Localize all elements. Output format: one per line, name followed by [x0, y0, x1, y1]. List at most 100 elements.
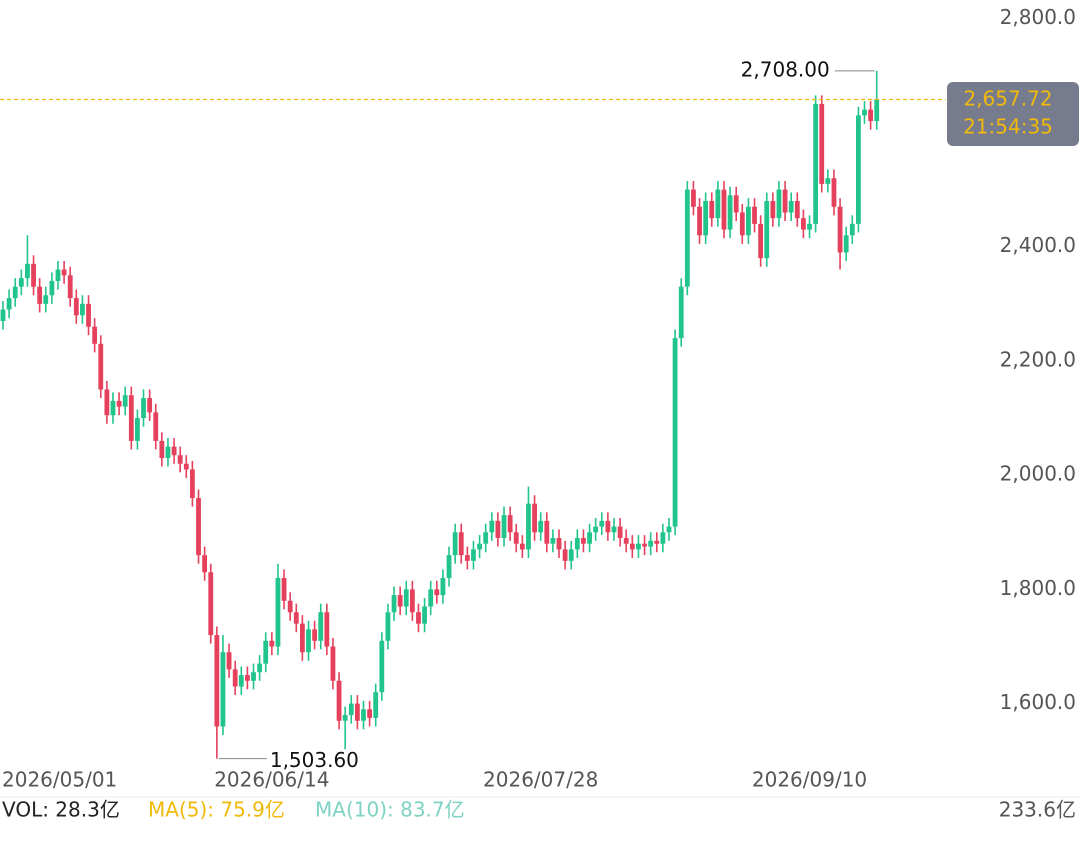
candle-body [623, 537, 629, 544]
candle-body [348, 703, 354, 716]
candle-body [868, 109, 874, 122]
candle-body [862, 109, 867, 116]
candle-body [403, 589, 409, 607]
candle-body [752, 206, 757, 224]
candle-body [287, 600, 293, 613]
candle-body [825, 178, 831, 184]
candle-body [342, 715, 348, 721]
candle-body [49, 280, 55, 296]
candle-body [813, 103, 819, 224]
candle-body [416, 612, 421, 624]
candle-body [452, 532, 458, 556]
candle-body [605, 520, 611, 533]
candle-body [391, 595, 397, 613]
candle-body [636, 543, 641, 550]
candle-body [654, 540, 660, 544]
candle-body [544, 520, 550, 544]
candle-body [12, 286, 18, 299]
candle-body [116, 400, 122, 407]
y-tick-label: 2,000.0 [1000, 462, 1076, 486]
candle-body [428, 589, 434, 607]
candle-body [171, 446, 177, 456]
candle-body [55, 269, 61, 281]
candle-body [471, 549, 476, 561]
candle-body [709, 201, 715, 219]
candle-body [214, 635, 220, 727]
candle-body [293, 612, 299, 624]
candle-body [837, 206, 843, 253]
candle-body [672, 338, 678, 527]
x-tick-label: 2026/09/10 [752, 768, 867, 792]
candle-body [306, 629, 311, 653]
candle-body [562, 549, 568, 561]
y-tick-label: 1,800.0 [1000, 576, 1076, 600]
candle-body [367, 709, 372, 718]
candle-body [874, 99, 880, 122]
candle-body [526, 503, 531, 550]
candle-body [165, 446, 171, 459]
candle-body [629, 543, 635, 550]
candle-body [715, 189, 721, 219]
candle-body [611, 526, 617, 533]
ma10-label: MA(10): 83.7亿 [315, 798, 465, 822]
y-tick-label: 2,800.0 [1000, 5, 1076, 29]
candle-body [801, 218, 806, 230]
last-price-badge [947, 82, 1079, 146]
ma5-label: MA(5): 75.9亿 [148, 798, 285, 822]
candle-body [208, 572, 214, 636]
candle-body [831, 178, 837, 207]
candle-body [807, 223, 812, 230]
candle-body [183, 463, 189, 470]
candle-body [397, 595, 403, 607]
candle-body [703, 201, 709, 236]
candle-body [135, 418, 140, 441]
candle-body [73, 298, 79, 316]
candle-body [697, 206, 702, 236]
candle-body [385, 612, 391, 641]
candle-body [856, 115, 861, 224]
candle-body [794, 201, 800, 219]
last-price-time: 21:54:35 [963, 115, 1053, 139]
candle-body [684, 189, 690, 287]
candle-body [501, 515, 507, 538]
candle-body [574, 537, 580, 550]
candle-body [733, 195, 739, 213]
candle-body [281, 577, 287, 601]
candle-body [513, 532, 519, 544]
candle-body [532, 503, 537, 533]
candle-body [464, 555, 470, 561]
candle-body [86, 303, 91, 327]
candle-body [159, 440, 165, 459]
candle-body [128, 395, 134, 441]
candle-body [489, 520, 495, 533]
candle-body [758, 223, 764, 259]
candle-body [245, 675, 250, 681]
candle-body [519, 543, 525, 550]
candle-body [6, 298, 12, 310]
candle-body [238, 675, 244, 687]
candle-body [819, 103, 825, 184]
candle-body [770, 201, 776, 219]
last-price-label: 2,657.72 [963, 87, 1052, 111]
candle-body [550, 537, 556, 544]
candle-body [587, 532, 592, 544]
candle-body [849, 223, 855, 236]
candle-body [446, 555, 452, 578]
candle-body [483, 532, 489, 544]
candle-body [507, 515, 513, 533]
candle-body [776, 189, 782, 219]
candle-body [122, 395, 128, 407]
candle-body [746, 206, 751, 236]
candle-body [361, 709, 366, 721]
candle-body [110, 400, 116, 416]
candle-body [330, 646, 336, 681]
candle-body [232, 669, 238, 687]
candle-body [642, 543, 647, 547]
candle-body [324, 612, 330, 647]
candle-body [538, 520, 544, 533]
candle-body [37, 286, 43, 304]
candle-body [727, 195, 733, 230]
candle-body [98, 343, 104, 390]
candle-body [458, 532, 464, 556]
